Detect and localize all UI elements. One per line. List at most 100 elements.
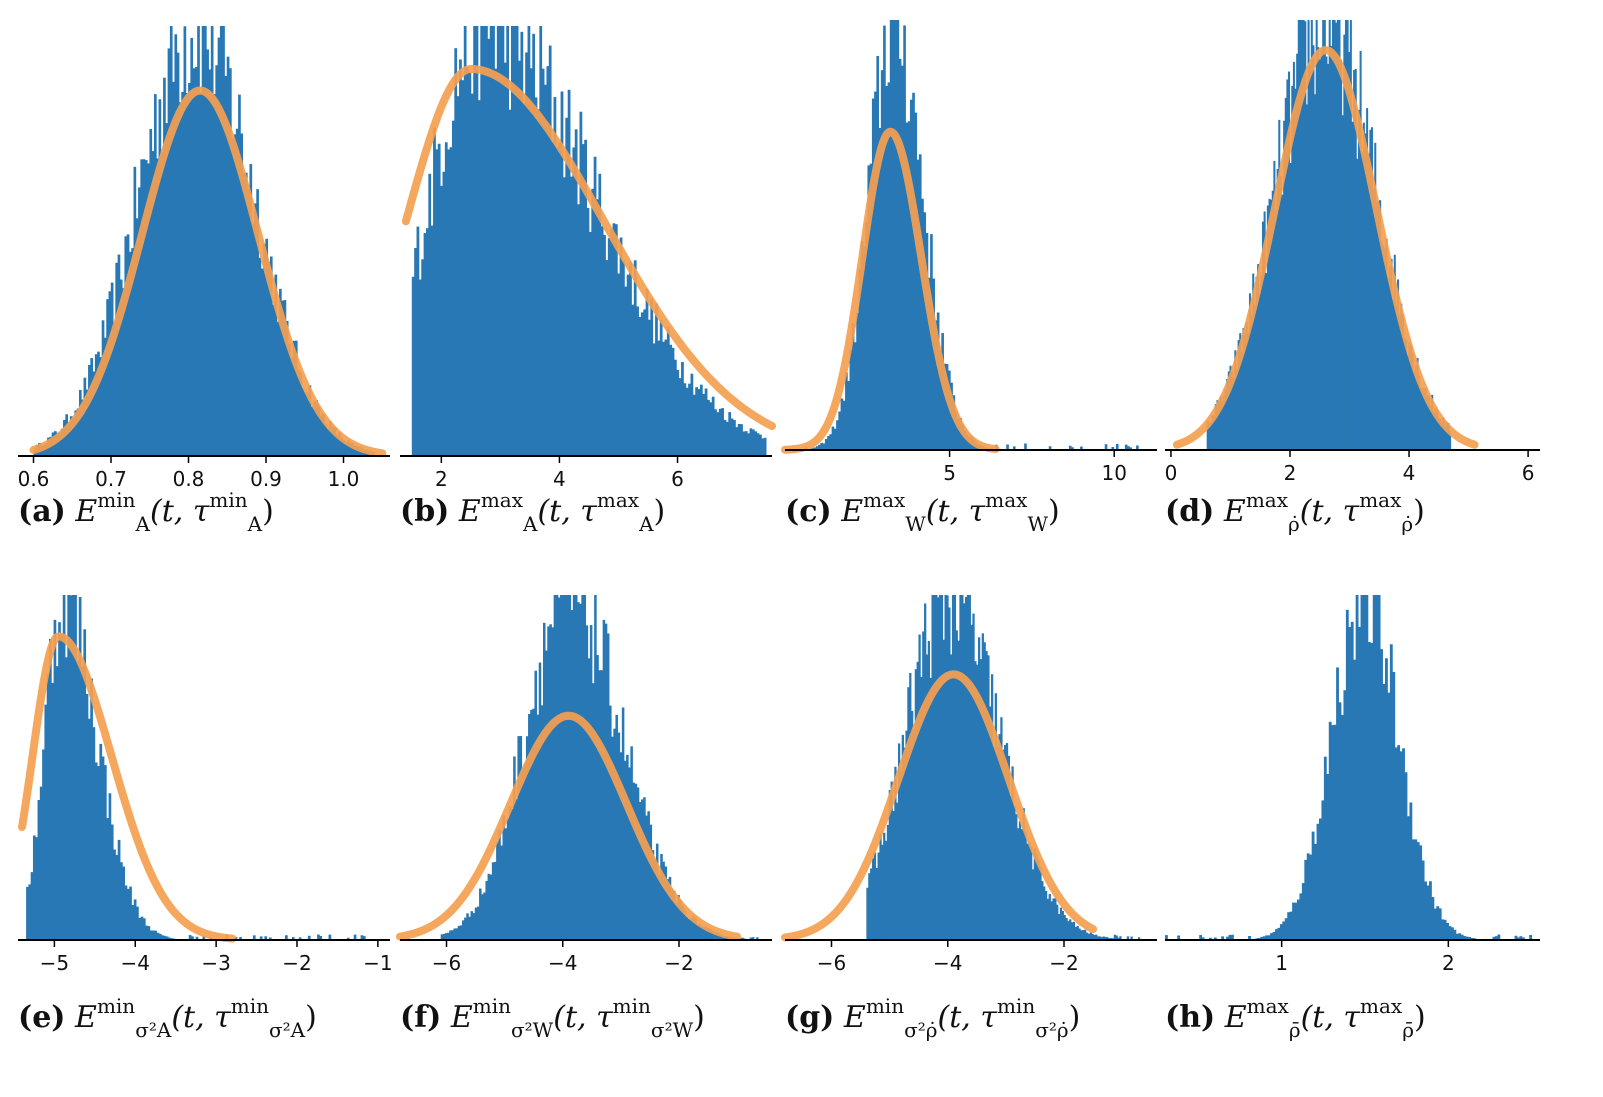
- x-tick-label: 6: [1522, 461, 1535, 485]
- histogram-bar: [1315, 20, 1318, 450]
- histogram-bar: [151, 151, 155, 456]
- caption-args: (t, τ: [537, 494, 597, 529]
- histogram-bar: [421, 259, 425, 456]
- histogram-bar: [933, 595, 936, 940]
- histogram-bar: [152, 930, 155, 940]
- histogram-bar: [914, 112, 918, 450]
- histogram-bar: [887, 82, 891, 450]
- caption-symbol: E: [841, 494, 864, 529]
- histogram-bar: [968, 595, 971, 940]
- histogram-bar: [941, 333, 944, 450]
- histogram-bar: [161, 935, 164, 940]
- histogram-bar: [499, 26, 502, 456]
- histogram-bar: [1028, 842, 1031, 940]
- histogram-bar: [1268, 198, 1271, 450]
- histogram-bar: [1399, 751, 1403, 940]
- histogram-bar: [1350, 621, 1354, 940]
- histogram-bar: [545, 650, 548, 940]
- histogram-bar: [1419, 387, 1422, 450]
- histogram-bar: [1328, 20, 1331, 450]
- histogram-bar: [681, 905, 685, 940]
- x-tick-label: 0: [1165, 461, 1178, 485]
- histogram-bar: [62, 595, 66, 940]
- histogram-bar: [1414, 365, 1417, 450]
- histogram-bar: [1221, 400, 1224, 450]
- histogram-bar: [1082, 930, 1085, 940]
- histogram-bar: [326, 428, 330, 456]
- histogram-bar: [1283, 120, 1286, 451]
- histogram-bar: [85, 389, 89, 456]
- histogram-bar: [511, 808, 514, 940]
- caption-arg-sup: max: [1360, 994, 1403, 1018]
- caption-a: (a) EminA(t, τminA): [18, 488, 274, 536]
- histogram-bar: [58, 431, 62, 456]
- histogram-bar: [959, 418, 962, 450]
- histogram-bar: [1270, 199, 1273, 450]
- histogram-bar: [579, 603, 582, 940]
- histogram-bar: [617, 732, 621, 940]
- histogram-bar: [39, 786, 43, 940]
- histogram-bar: [435, 149, 439, 456]
- histogram-bar: [1080, 446, 1083, 450]
- histogram-bar: [1278, 119, 1281, 450]
- histogram-bar: [451, 120, 455, 456]
- histogram-bar: [1284, 97, 1287, 450]
- histogram-bar: [35, 837, 38, 940]
- caption-arg-sub: ρ̇: [1401, 512, 1414, 536]
- histogram-bar: [1011, 766, 1014, 940]
- histogram-bar: [158, 933, 162, 940]
- histogram-bar: [1255, 276, 1258, 450]
- histogram-bar: [709, 929, 712, 940]
- histogram-bar: [110, 824, 114, 940]
- histogram-bar: [44, 704, 48, 940]
- histogram-bar: [1209, 937, 1212, 940]
- histogram-bar: [94, 762, 98, 940]
- histogram-bar: [501, 26, 505, 456]
- histogram-bar: [718, 408, 722, 456]
- histogram-bar: [1442, 417, 1445, 450]
- histogram-bar: [577, 204, 580, 456]
- histogram-bar: [1427, 396, 1430, 450]
- histogram-bar: [918, 634, 921, 940]
- histogram-bar: [1302, 20, 1305, 450]
- histogram-bar: [129, 886, 132, 940]
- histogram-bar: [97, 766, 100, 940]
- histogram-bar: [925, 654, 929, 940]
- histogram-bar: [1061, 910, 1064, 940]
- histogram-bar: [1240, 352, 1243, 450]
- histogram-bar: [1087, 933, 1090, 940]
- caption-letter: (a): [18, 494, 66, 529]
- histogram-bar: [463, 26, 467, 456]
- histogram-bar: [1248, 293, 1251, 450]
- histogram-bar: [165, 123, 169, 456]
- histogram-bar: [1227, 371, 1230, 450]
- histogram-bar: [612, 223, 616, 456]
- caption-letter: (e): [18, 1000, 66, 1035]
- histogram-bar: [1275, 210, 1278, 450]
- histogram-bar: [1372, 595, 1376, 940]
- caption-sup: min: [97, 488, 136, 512]
- histogram-bar: [1314, 843, 1317, 940]
- histogram-bar: [472, 913, 476, 940]
- histogram-bar: [108, 793, 112, 940]
- histogram-bar: [1041, 881, 1044, 940]
- histogram-bar: [122, 866, 126, 940]
- histogram-bar: [1267, 935, 1271, 940]
- histogram-bar: [444, 142, 448, 456]
- histogram-bar: [530, 709, 533, 940]
- histogram-bar: [558, 142, 562, 456]
- histogram-bar: [144, 160, 148, 456]
- histogram-bar: [1177, 935, 1181, 940]
- histogram-bar: [1351, 121, 1354, 451]
- histogram-bar: [147, 163, 150, 457]
- histogram-bar: [930, 234, 933, 450]
- histogram-bar: [560, 595, 563, 940]
- histogram-bar: [504, 828, 508, 940]
- histogram-bar: [598, 670, 601, 940]
- histogram-bar: [614, 224, 618, 456]
- histogram-bar: [294, 340, 298, 456]
- histogram-bar: [138, 917, 142, 940]
- histogram-bar: [440, 185, 443, 456]
- caption-sup: max: [863, 488, 906, 512]
